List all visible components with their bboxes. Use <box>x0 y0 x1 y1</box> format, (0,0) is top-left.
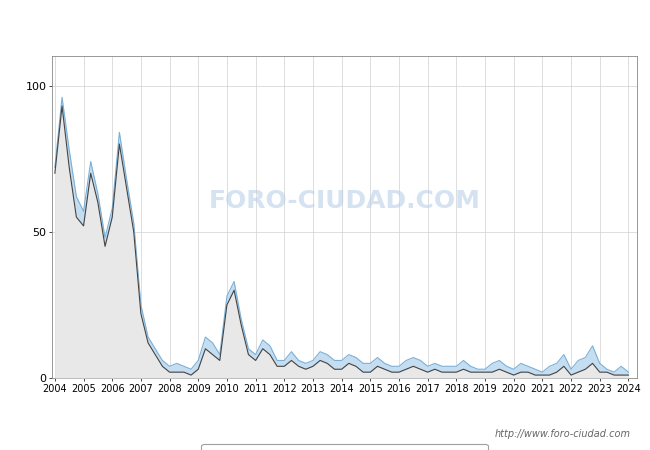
Text: Noreña - Evolucion del Nº de Transacciones Inmobiliarias: Noreña - Evolucion del Nº de Transaccion… <box>116 16 534 31</box>
Legend: Viviendas Nuevas, Viviendas Usadas: Viviendas Nuevas, Viviendas Usadas <box>202 444 488 450</box>
Text: http://www.foro-ciudad.com: http://www.foro-ciudad.com <box>495 429 630 439</box>
Text: FORO-CIUDAD.COM: FORO-CIUDAD.COM <box>209 189 480 213</box>
